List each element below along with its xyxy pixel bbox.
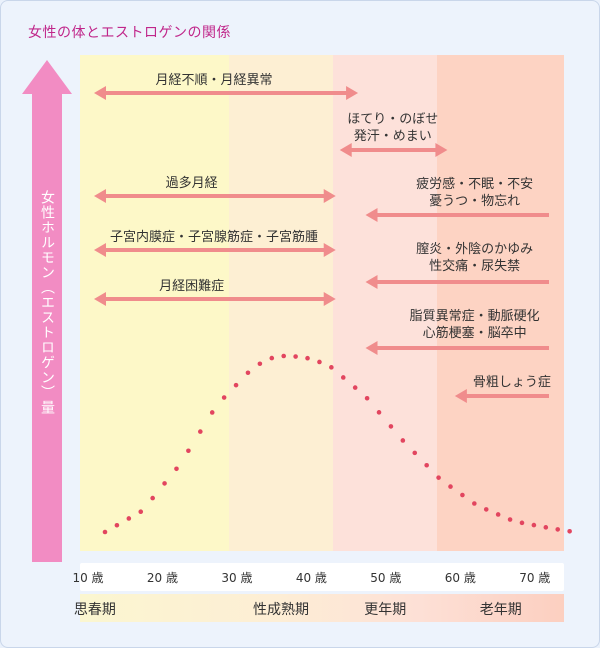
- symptom-label-line: 過多月経: [165, 176, 218, 191]
- symptom-arrowhead: [339, 143, 352, 157]
- life-stage-axis: 思春期 性成熟期 更年期 老年期: [74, 594, 564, 622]
- symptom-arrowhead: [435, 143, 448, 157]
- symptom-arrowhead: [94, 243, 106, 257]
- y-axis-bar: [32, 92, 62, 562]
- chart-title: 女性の体とエストロゲンの関係: [28, 25, 231, 41]
- age-tick-label: 70 歳: [519, 571, 551, 585]
- y-axis-label: 女性ホルモン（エストロゲン）量: [39, 190, 55, 415]
- age-tick-label: 60 歳: [444, 571, 476, 585]
- stage-label: 老年期: [479, 602, 522, 618]
- symptom-label-line: 心筋梗塞・脳卒中: [422, 326, 527, 341]
- estrogen-curve-dot: [102, 529, 108, 535]
- symptom-label: 月経不順・月経異常: [156, 72, 273, 89]
- estrogen-curve-dot: [317, 359, 322, 365]
- symptom-arrowhead: [94, 189, 106, 203]
- stage-band: [333, 55, 438, 551]
- estrogen-curve-dot: [567, 528, 572, 534]
- estrogen-curve-dot: [293, 354, 298, 359]
- estrogen-curve-dot: [376, 410, 382, 415]
- estrogen-curve-dot: [114, 522, 120, 528]
- estrogen-curve-dot: [543, 525, 549, 530]
- estrogen-curve-dot: [495, 512, 501, 517]
- estrogen-curve-dot: [436, 475, 441, 480]
- symptom-arrowhead: [365, 341, 378, 355]
- symptom-arrowhead: [454, 389, 467, 403]
- symptom-label: 脂質異常症・動脈硬化 心筋梗塞・脳卒中: [410, 308, 540, 342]
- estrogen-curve-dot: [198, 429, 203, 434]
- estrogen-curve-dot: [555, 527, 561, 532]
- estrogen-curve-dot: [209, 410, 215, 415]
- stage-label: 更年期: [364, 602, 407, 618]
- symptom-arrowhead: [365, 208, 378, 222]
- estrogen-curve-dot: [507, 517, 513, 522]
- age-tick-label: 40 歳: [295, 571, 327, 585]
- symptom-label-line: ほてり・のぼせ: [347, 112, 439, 127]
- age-tick-label: 30 歳: [221, 571, 253, 585]
- estrogen-curve-dot: [364, 395, 370, 401]
- estrogen-curve-dot: [519, 520, 525, 526]
- symptom-label-line: 発汗・めまい: [353, 129, 432, 144]
- estrogen-curve-dot: [329, 365, 334, 370]
- symptom-label: 骨粗しょう症: [473, 374, 551, 391]
- symptom-arrowhead: [323, 292, 336, 306]
- symptom-label-line: 月経困難症: [159, 279, 225, 294]
- estrogen-curve-dot: [448, 484, 453, 489]
- symptom-label-line: 脂質異常症・動脈硬化: [409, 309, 540, 324]
- age-tick-label: 10 歳: [72, 571, 104, 585]
- symptom-arrowhead: [94, 292, 106, 306]
- symptom-label: ほてり・のぼせ 発汗・めまい: [347, 111, 438, 145]
- symptom-label: 月経困難症: [159, 278, 224, 295]
- plot-area: [80, 55, 564, 551]
- symptom-label: 過多月経: [166, 175, 218, 192]
- symptom-label-line: 疲労感・不眠・不安: [416, 177, 534, 192]
- estrogen-curve-dot: [340, 375, 346, 380]
- symptom-label: 膣炎・外陰のかゆみ 性交痛・尿失禁: [416, 241, 533, 275]
- symptom-label-line: 月経不順・月経異常: [155, 73, 273, 88]
- stage-band: [228, 55, 334, 551]
- estrogen-curve-dot: [531, 522, 537, 528]
- estrogen-curve-dot: [174, 466, 179, 472]
- symptom-arrowhead: [94, 86, 106, 100]
- symptom-label-line: 膣炎・外陰のかゆみ: [416, 242, 534, 257]
- symptom-label-line: 子宮内膜症・子宮腺筋症・子宮筋腫: [110, 230, 319, 245]
- symptom-arrowhead: [365, 275, 378, 289]
- estrogen-curve-dot: [245, 370, 251, 376]
- stage-band: [437, 55, 564, 551]
- estrogen-curve-dot: [138, 509, 144, 515]
- estrogen-curve-dot: [412, 450, 418, 456]
- estrogen-curve-dot: [233, 382, 239, 388]
- estrogen-curve-dot: [269, 355, 275, 361]
- estrogen-curve-dot: [424, 462, 429, 468]
- symptom-label-line: 骨粗しょう症: [472, 375, 551, 390]
- estrogen-curve-dot: [257, 361, 263, 367]
- estrogen-curve-dot: [400, 438, 406, 443]
- symptom-arrowhead: [346, 86, 359, 100]
- estrogen-curve-dot: [388, 424, 394, 429]
- estrogen-curve-dot: [472, 501, 477, 506]
- age-tick-label: 20 歳: [146, 571, 178, 585]
- symptom-label: 疲労感・不眠・不安 憂うつ・物忘れ: [416, 176, 533, 210]
- symptom-arrowhead: [323, 189, 336, 203]
- symptom-label-line: 性交痛・尿失禁: [429, 259, 521, 274]
- age-tick-label: 50 歳: [370, 571, 402, 585]
- estrogen-curve-dot: [162, 481, 167, 486]
- symptom-label-line: 憂うつ・物忘れ: [429, 194, 521, 209]
- age-axis: 10 歳 20 歳 30 歳 40 歳 50 歳 60 歳 70 歳: [72, 563, 564, 591]
- stage-label: 性成熟期: [253, 602, 310, 618]
- symptom-label: 子宮内膜症・子宮腺筋症・子宮筋腫: [110, 229, 318, 246]
- stage-label: 思春期: [73, 602, 116, 618]
- estrogen-curve-dot: [126, 516, 132, 521]
- estrogen-curve-dot: [281, 353, 287, 359]
- symptom-arrowhead: [323, 243, 336, 257]
- estrogen-curve-dot: [305, 355, 310, 361]
- estrogen-curve-dot: [186, 448, 191, 454]
- estrogen-curve-dot: [460, 492, 465, 498]
- y-axis-arrowhead: [22, 60, 72, 94]
- estrogen-curve-dot: [150, 495, 155, 501]
- estrogen-curve-dot: [221, 395, 227, 400]
- estrogen-curve-dot: [352, 385, 358, 390]
- estrogen-curve-dot: [483, 507, 489, 512]
